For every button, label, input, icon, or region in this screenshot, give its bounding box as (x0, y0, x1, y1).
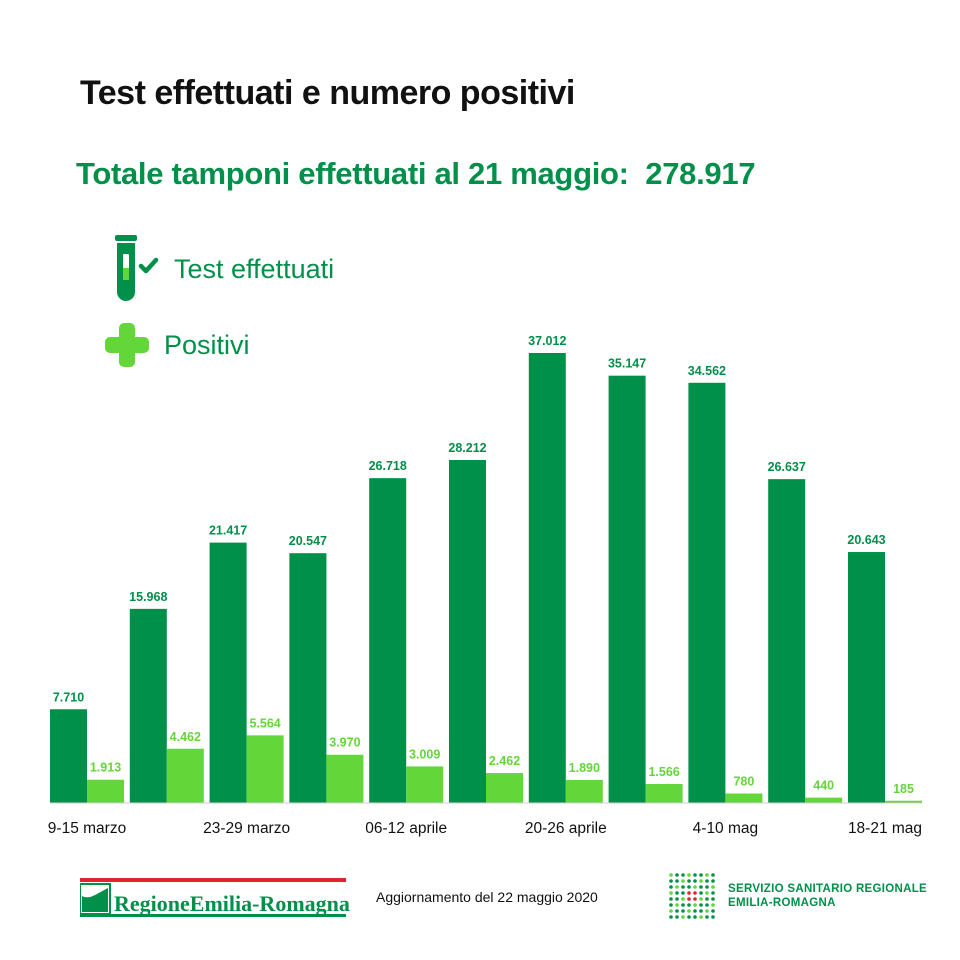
label-positives-0: 1.913 (90, 761, 121, 775)
label-tests-2: 21.417 (209, 524, 247, 538)
bar-tests-6 (528, 353, 566, 803)
bar-positives-7 (645, 783, 683, 803)
legend-label-positives: Positivi (164, 329, 250, 360)
bar-positives-3 (326, 754, 364, 803)
update-note: Aggiornamento del 22 maggio 2020 (376, 889, 598, 905)
label-positives-4: 3.009 (409, 747, 440, 761)
bar-positives-4 (406, 766, 444, 803)
bar-tests-4 (369, 478, 407, 803)
x-tick-label-0: 9-15 marzo (48, 820, 126, 837)
bar-tests-2 (209, 542, 247, 803)
label-tests-6: 37.012 (528, 334, 566, 348)
label-tests-7: 35.147 (608, 357, 646, 371)
label-tests-8: 34.562 (688, 364, 726, 378)
series-tests: 7.710 15.968 21.417 20.547 26.718 28.212 37.01… (50, 334, 886, 803)
legend-item-tests: Test effettuati (104, 232, 334, 306)
plus-cross-icon (105, 323, 149, 367)
test-tube-check-icon (115, 235, 159, 301)
label-positives-10: 185 (893, 782, 914, 796)
chart-subtitle: Totale tamponi effettuati al 21 maggio: … (76, 156, 756, 191)
bar-positives-2 (246, 735, 284, 803)
label-tests-3: 20.547 (289, 534, 327, 548)
bar-tests-5 (449, 459, 486, 803)
label-positives-1: 4.462 (170, 730, 201, 744)
bar-tests-10 (848, 552, 885, 803)
label-positives-8: 780 (733, 775, 754, 789)
regione-logo-mark: RegioneEmilia-Romagna (79, 878, 350, 917)
bar-tests-0 (50, 709, 87, 803)
bar-chart: 7.710 15.968 21.417 20.547 26.718 28.212 37.01… (48, 334, 922, 837)
legend-item-positives: Positivi (104, 322, 250, 368)
label-positives-9: 440 (813, 779, 834, 793)
ssr-line1: SERVIZIO SANITARIO REGIONALE (728, 883, 928, 895)
label-tests-4: 26.718 (369, 459, 407, 473)
label-tests-9: 26.637 (768, 460, 806, 474)
label-positives-5: 2.462 (489, 754, 520, 768)
series-positives: 1.913 4.462 5.564 3.970 3.009 2.462 1.890 1.566… (87, 716, 922, 803)
label-positives-3: 3.970 (329, 736, 360, 750)
label-positives-2: 5.564 (249, 716, 280, 730)
ssr-line2: EMILIA-ROMAGNA (728, 897, 836, 909)
label-tests-10: 20.643 (847, 533, 885, 547)
dots-grid-icon (669, 873, 715, 919)
ssr-logo: SERVIZIO SANITARIO REGIONALE EMILIA-ROMA… (668, 872, 927, 920)
label-positives-6: 1.890 (569, 761, 600, 775)
x-tick-label-8: 4-10 mag (693, 820, 758, 837)
bar-tests-7 (608, 375, 646, 803)
x-tick-label-2: 23-29 marzo (203, 820, 290, 837)
bar-positives-10 (885, 800, 922, 803)
bar-tests-3 (289, 553, 327, 803)
bar-tests-1 (129, 608, 167, 803)
chart-title: Test effettuati e numero positivi (80, 74, 575, 112)
ssr-text: SERVIZIO SANITARIO REGIONALE EMILIA-ROMA… (728, 882, 927, 910)
label-tests-1: 15.968 (129, 590, 167, 604)
bar-positives-1 (166, 748, 204, 803)
x-tick-label-4: 06-12 aprile (365, 820, 447, 837)
regione-logo: RegioneEmilia-Romagna (79, 878, 350, 923)
bar-tests-8 (688, 382, 726, 803)
bar-positives-8 (725, 793, 763, 803)
label-tests-0: 7.710 (53, 690, 84, 704)
bar-positives-0 (87, 779, 124, 803)
x-axis-ticks: 9-15 marzo 23-29 marzo 06-12 aprile 20-26 a… (48, 820, 922, 837)
bar-positives-9 (805, 797, 843, 803)
bar-positives-5 (486, 773, 523, 803)
label-tests-5: 28.212 (448, 441, 486, 455)
legend-label-tests: Test effettuati (174, 253, 335, 284)
x-tick-label-6: 20-26 aprile (525, 820, 607, 837)
bar-tests-9 (768, 479, 806, 803)
regione-logo-text: RegioneEmilia-Romagna (114, 891, 350, 916)
bar-positives-6 (565, 780, 603, 803)
label-positives-7: 1.566 (648, 765, 679, 779)
x-tick-label-10: 18-21 mag (848, 820, 922, 837)
